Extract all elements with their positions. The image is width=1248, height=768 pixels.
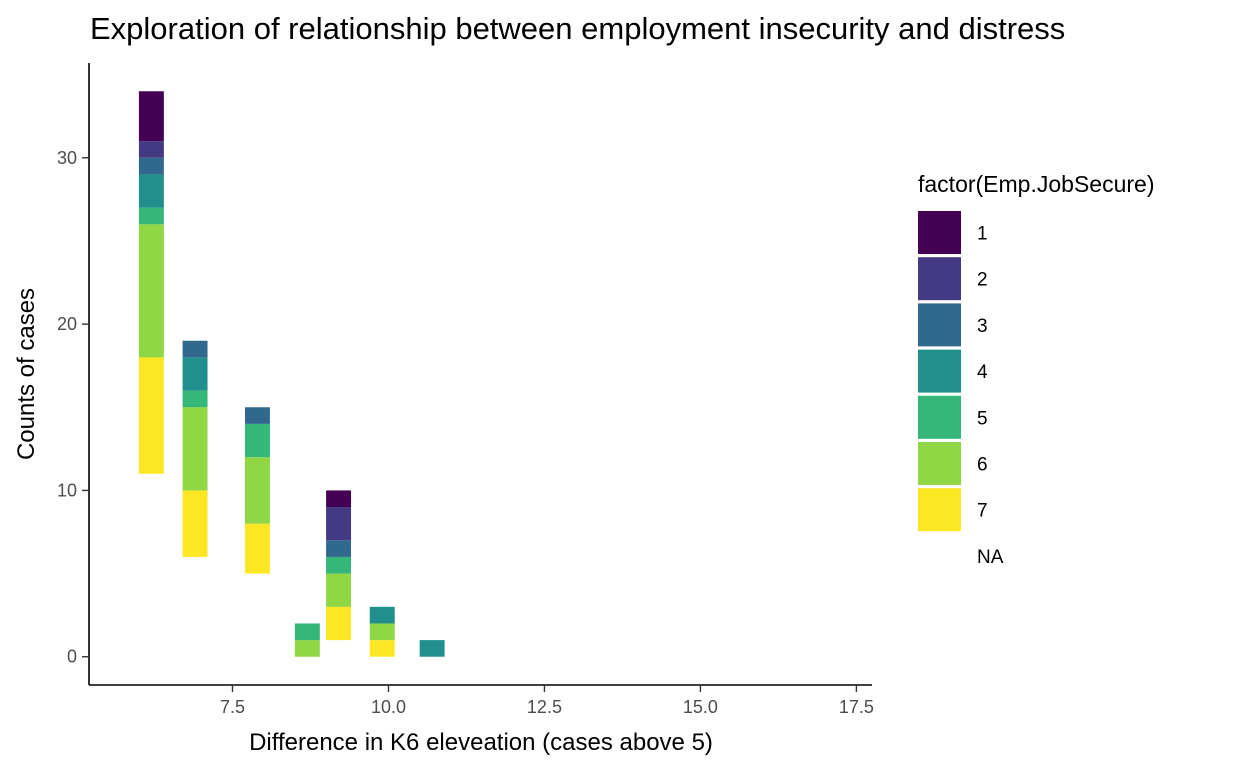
bar-segment-1-group-3: [182, 340, 208, 358]
bar-segment-0-group-5: [138, 207, 164, 225]
x-tick-label: 10.0: [371, 697, 406, 717]
bars-layer: [138, 91, 445, 657]
bar-segment-0-group-NA: [138, 473, 164, 657]
y-axis-title: Counts of cases: [13, 288, 40, 460]
bar-segment-4-group-1: [326, 490, 352, 508]
legend-entries: 1 2 3 4 5 6 7 NA: [918, 211, 1004, 578]
bar-segment-1-group-NA: [182, 556, 208, 657]
bar-segment-0-group-7: [138, 357, 164, 474]
x-tick-label: 12.5: [527, 697, 562, 717]
x-axis-title: Difference in K6 eleveation (cases above…: [249, 729, 713, 756]
legend-key-6: [918, 442, 961, 485]
bar-segment-4-group-7: [326, 606, 352, 641]
x-tick-label: 17.5: [839, 697, 874, 717]
x-tick-label: 7.5: [220, 697, 245, 717]
legend-label-1: 1: [977, 224, 988, 245]
chart-title: Exploration of relationship between empl…: [90, 11, 1065, 46]
y-ticks: 0 10 20 30: [57, 148, 89, 667]
bar-segment-2-group-NA: [244, 573, 270, 657]
bar-segment-4-group-2: [326, 507, 352, 541]
bar-segment-1-group-5: [182, 390, 208, 408]
legend-label-7: 7: [977, 501, 988, 522]
bar-segment-0-group-4: [138, 174, 164, 208]
bar-segment-2-group-3: [244, 407, 270, 424]
bar-segment-0-group-1: [138, 91, 164, 142]
bar-segment-4-group-5: [326, 556, 352, 574]
legend-label-2: 2: [977, 270, 988, 291]
legend-key-1: [918, 211, 961, 254]
x-tick-label: 15.0: [683, 697, 718, 717]
y-tick-label: 20: [57, 314, 77, 334]
legend-label-4: 4: [977, 362, 988, 383]
bar-segment-1-group-4: [182, 357, 208, 391]
bar-segment-3-group-6: [294, 640, 320, 657]
legend-key-NA: [918, 534, 961, 578]
bar-segment-0-group-3: [138, 157, 164, 175]
legend-key-3: [918, 303, 961, 347]
x-ticks: 7.5 10.0 12.5 15.0 17.5: [220, 685, 874, 717]
legend-label-5: 5: [977, 408, 988, 429]
legend-key-7: [918, 488, 961, 532]
bar-segment-2-group-5: [244, 423, 270, 458]
legend-key-5: [918, 395, 961, 439]
bar-segment-4-group-6: [326, 573, 352, 607]
legend-label-NA: NA: [977, 547, 1004, 568]
legend-key-4: [918, 349, 961, 393]
bar-segment-6-group-4: [419, 640, 445, 657]
legend: factor(Emp.JobSecure) 1 2 3 4 5 6 7 NA: [918, 171, 1154, 578]
legend-label-6: 6: [977, 455, 988, 476]
bar-segment-1-group-7: [182, 490, 208, 557]
y-tick-label: 10: [57, 480, 77, 500]
legend-title: factor(Emp.JobSecure): [918, 171, 1154, 197]
bar-segment-0-group-2: [138, 141, 164, 158]
bar-segment-4-group-NA: [326, 640, 352, 657]
bar-segment-0-group-6: [138, 224, 164, 358]
bar-segment-4-group-3: [326, 540, 352, 557]
bar-segment-3-group-5: [294, 623, 320, 641]
y-tick-label: 0: [67, 647, 77, 667]
bar-segment-5-group-4: [369, 606, 395, 624]
bar-segment-5-group-6: [369, 623, 395, 641]
legend-label-3: 3: [977, 316, 988, 337]
bar-segment-2-group-7: [244, 523, 270, 574]
bar-segment-1-group-6: [182, 407, 208, 491]
bar-segment-2-group-6: [244, 457, 270, 524]
bar-segment-5-group-7: [369, 640, 395, 657]
y-tick-label: 30: [57, 148, 77, 168]
legend-key-2: [918, 257, 961, 301]
